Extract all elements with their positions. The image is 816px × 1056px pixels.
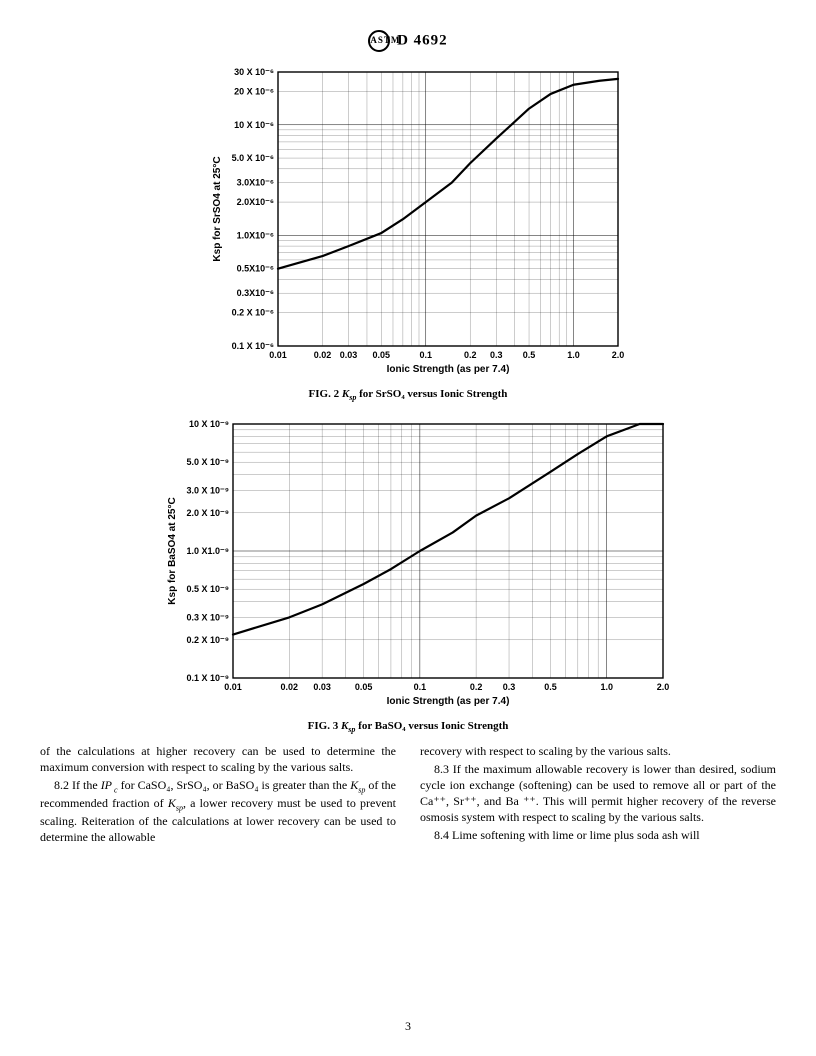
svg-text:1.0: 1.0 [600, 682, 613, 692]
para-4: 8.3 If the maximum allowable recovery is… [420, 762, 776, 825]
svg-text:10 X 10⁻⁶: 10 X 10⁻⁶ [234, 120, 274, 130]
svg-text:1.0X10⁻⁶: 1.0X10⁻⁶ [237, 230, 274, 240]
para-3: recovery with respect to scaling by the … [420, 744, 776, 760]
fig2-caption: FIG. 2 Ksp for SrSO₄ versus Ionic Streng… [40, 388, 776, 402]
svg-text:0.02: 0.02 [314, 350, 332, 360]
svg-text:1.0 X1.0⁻⁹: 1.0 X1.0⁻⁹ [186, 546, 229, 556]
svg-text:0.03: 0.03 [313, 682, 331, 692]
page-header: ASTM D 4692 [40, 30, 776, 52]
svg-text:0.2: 0.2 [470, 682, 483, 692]
svg-text:Ionic Strength (as per 7.4): Ionic Strength (as per 7.4) [387, 364, 510, 375]
svg-text:0.2 X 10⁻⁹: 0.2 X 10⁻⁹ [186, 635, 229, 645]
svg-text:0.01: 0.01 [269, 350, 287, 360]
svg-text:0.5 X 10⁻⁹: 0.5 X 10⁻⁹ [186, 584, 229, 594]
svg-text:0.3 X 10⁻⁹: 0.3 X 10⁻⁹ [186, 613, 229, 623]
svg-text:2.0 X 10⁻⁹: 2.0 X 10⁻⁹ [186, 508, 229, 518]
svg-text:0.1 X 10⁻⁶: 0.1 X 10⁻⁶ [232, 341, 274, 351]
svg-text:0.1: 0.1 [420, 350, 433, 360]
svg-text:0.05: 0.05 [355, 682, 373, 692]
svg-text:2.0: 2.0 [657, 682, 670, 692]
svg-text:0.5: 0.5 [544, 682, 557, 692]
svg-text:0.05: 0.05 [373, 350, 391, 360]
svg-text:Ionic Strength (as per 7.4): Ionic Strength (as per 7.4) [387, 696, 510, 707]
page-number: 3 [405, 1019, 411, 1034]
fig3-chart: 0.01 0.02 0.03 0.05 0.1 0.2 0.3 0.5 1.0 2.0 Ionic … [40, 412, 776, 716]
svg-text:0.02: 0.02 [280, 682, 298, 692]
svg-text:5.0 X 10⁻⁶: 5.0 X 10⁻⁶ [232, 153, 274, 163]
astm-logo-icon: ASTM [368, 30, 390, 52]
body-columns: of the calculations at higher recovery c… [40, 744, 776, 846]
svg-text:0.3: 0.3 [503, 682, 516, 692]
fig2-chart: 0.01 0.02 0.03 0.05 0.1 0.2 0.3 0.5 1.0 2.0 Ionic … [40, 60, 776, 384]
svg-text:0.2: 0.2 [464, 350, 477, 360]
svg-text:0.01: 0.01 [224, 682, 242, 692]
fig3-caption: FIG. 3 Ksp for BaSO₄ versus Ionic Streng… [40, 720, 776, 734]
para-1: of the calculations at higher recovery c… [40, 744, 396, 776]
svg-text:0.1 X 10⁻⁹: 0.1 X 10⁻⁹ [186, 673, 229, 683]
svg-text:5.0 X 10⁻⁹: 5.0 X 10⁻⁹ [186, 457, 229, 467]
svg-text:0.1: 0.1 [414, 682, 427, 692]
svg-text:3.0 X 10⁻⁹: 3.0 X 10⁻⁹ [186, 486, 229, 496]
svg-text:30 X 10⁻⁶: 30 X 10⁻⁶ [234, 67, 274, 77]
svg-text:Ksp for BaSO4 at 25°C: Ksp for BaSO4 at 25°C [167, 498, 178, 605]
para-5: 8.4 Lime softening with lime or lime plu… [420, 828, 776, 844]
svg-text:0.03: 0.03 [340, 350, 358, 360]
svg-text:2.0X10⁻⁶: 2.0X10⁻⁶ [237, 197, 274, 207]
svg-text:0.5X10⁻⁶: 0.5X10⁻⁶ [237, 264, 274, 274]
para-2: 8.2 If the IP c for CaSO₄, SrSO₄, or BaS… [40, 778, 396, 846]
svg-text:3.0X10⁻⁶: 3.0X10⁻⁶ [237, 178, 274, 188]
svg-text:0.3X10⁻⁶: 0.3X10⁻⁶ [237, 288, 274, 298]
svg-text:0.2 X 10⁻⁶: 0.2 X 10⁻⁶ [232, 308, 274, 318]
svg-text:2.0: 2.0 [612, 350, 625, 360]
doc-id: D 4692 [397, 32, 448, 48]
svg-text:0.3: 0.3 [490, 350, 503, 360]
svg-text:20 X 10⁻⁶: 20 X 10⁻⁶ [234, 86, 274, 96]
svg-text:10 X 10⁻⁹: 10 X 10⁻⁹ [189, 419, 229, 429]
svg-text:1.0: 1.0 [567, 350, 580, 360]
svg-text:0.5: 0.5 [523, 350, 536, 360]
svg-text:Ksp for SrSO4 at 25°C: Ksp for SrSO4 at 25°C [212, 156, 223, 261]
